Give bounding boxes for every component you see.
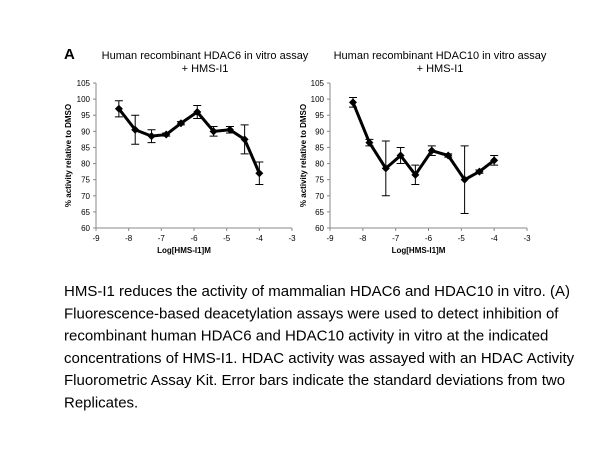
data-point: [396, 151, 405, 160]
y-axis-label: % activity relative to DMSO: [299, 104, 308, 207]
data-point: [475, 167, 484, 176]
y-tick-label: 95: [81, 111, 90, 120]
x-tick-label: -4: [491, 234, 499, 243]
y-tick-label: 105: [77, 79, 91, 88]
data-point: [147, 132, 156, 141]
y-tick-label: 90: [81, 127, 90, 136]
data-point: [193, 108, 202, 116]
data-point: [411, 170, 420, 179]
x-tick-label: -5: [458, 234, 466, 243]
data-point: [348, 98, 357, 107]
y-tick-label: 100: [311, 95, 325, 104]
y-tick-label: 60: [315, 224, 324, 233]
caption-line: Replicates.: [64, 395, 138, 412]
panel-label: A: [64, 46, 75, 63]
data-point: [427, 146, 436, 155]
y-tick-label: 80: [81, 160, 90, 169]
x-tick-label: -4: [256, 234, 264, 243]
caption-line: Fluorescence-based deacetylation assays …: [64, 305, 559, 322]
caption-line: concentrations of HMS-I1. HDAC activity …: [64, 350, 575, 367]
x-tick-label: -6: [425, 234, 433, 243]
y-tick-label: 60: [81, 224, 90, 233]
data-point: [240, 135, 249, 144]
data-point: [365, 138, 374, 147]
y-tick-label: 80: [315, 160, 324, 169]
data-point: [176, 119, 185, 128]
caption-line: Fluorometric Assay Kit. Error bars indic…: [64, 372, 565, 389]
y-tick-label: 65: [315, 208, 324, 217]
data-line: [351, 101, 496, 182]
data-point: [162, 130, 171, 139]
y-tick-label: 70: [81, 192, 90, 201]
data-point: [225, 125, 234, 134]
x-tick-label: -3: [523, 234, 531, 243]
y-tick-label: 100: [77, 95, 91, 104]
caption-line: HMS-I1 reduces the activity of mammalian…: [64, 283, 570, 300]
data-point: [490, 156, 499, 165]
y-tick-label: 95: [315, 111, 324, 120]
chart-title: Human recombinant HDAC6 in vitro assay: [102, 50, 309, 62]
y-tick-label: 85: [81, 143, 90, 152]
y-tick-label: 75: [81, 176, 90, 185]
x-tick-label: -5: [223, 234, 231, 243]
x-tick-label: -3: [288, 234, 296, 243]
y-tick-label: 105: [311, 79, 325, 88]
caption-line: recombinant human HDAC6 and HDAC10 activ…: [64, 328, 548, 345]
data-point: [255, 169, 264, 178]
chart-title: + HMS-I1: [182, 63, 229, 75]
y-tick-label: 85: [315, 143, 324, 152]
y-axis-label: % activity relative to DMSO: [64, 104, 73, 207]
chart-title: Human recombinant HDAC10 in vitro assay: [334, 50, 547, 62]
x-tick-label: -8: [359, 234, 367, 243]
y-tick-label: 75: [315, 176, 324, 185]
y-tick-label: 70: [315, 192, 324, 201]
x-axis-label: Log[HMS-I1]M: [392, 246, 446, 255]
data-point: [460, 175, 469, 184]
x-axis-label: Log[HMS-I1]M: [157, 246, 211, 255]
x-tick-label: -7: [392, 234, 400, 243]
x-tick-label: -7: [158, 234, 166, 243]
y-tick-label: 90: [315, 127, 324, 136]
data-point: [209, 127, 218, 136]
x-tick-label: -6: [190, 234, 198, 243]
chart-title: + HMS-I1: [417, 63, 464, 75]
data-line: [117, 107, 261, 174]
data-point: [381, 164, 390, 173]
x-tick-label: -9: [326, 234, 334, 243]
data-point: [131, 125, 140, 134]
data-point: [114, 104, 123, 113]
data-point: [444, 151, 453, 160]
y-tick-label: 65: [81, 208, 90, 217]
x-tick-label: -9: [92, 234, 100, 243]
x-tick-label: -8: [125, 234, 133, 243]
